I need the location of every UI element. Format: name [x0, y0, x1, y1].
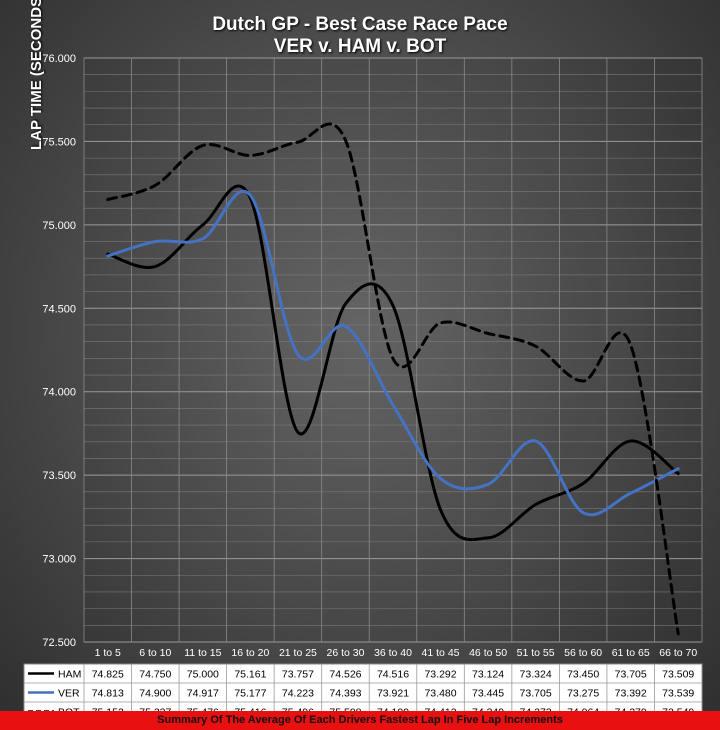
- series-line-bot: [106, 122, 680, 636]
- data-label-ham: 73.124: [472, 669, 504, 681]
- data-label-ver: 73.921: [377, 688, 409, 700]
- legend-entry-ver: VER: [58, 688, 80, 700]
- data-label-ham: 74.526: [329, 669, 361, 681]
- data-label-ver: 74.917: [187, 688, 219, 700]
- y-tick-label: 73.000: [42, 554, 76, 566]
- x-tick-label: 41 to 45: [422, 647, 460, 659]
- x-tick-label: 66 to 70: [659, 647, 697, 659]
- chart-subtitle: VER v. HAM v. BOT: [273, 36, 447, 57]
- data-label-ham: 73.705: [615, 669, 647, 681]
- data-label-ham: 75.161: [234, 669, 266, 681]
- y-tick-label: 72.500: [42, 637, 76, 649]
- data-label-bot: 72.549: [662, 707, 694, 712]
- chart-plot: 72.500 73.000 73.500 74.000 74.500 75.000 75.5…: [23, 53, 703, 712]
- data-label-ver: 73.392: [615, 688, 647, 700]
- x-tick-label: 11 to 15: [184, 647, 221, 659]
- x-tick-label: 56 to 60: [564, 647, 602, 659]
- data-label-ver: 74.223: [282, 688, 314, 700]
- data-label-bot: 75.508: [329, 707, 361, 712]
- data-label-ham: 74.750: [139, 669, 171, 681]
- data-label-ver: 74.813: [92, 688, 124, 700]
- data-label-ham: 75.000: [187, 669, 219, 681]
- y-tick-label: 73.500: [42, 470, 76, 482]
- table-body: [23, 663, 703, 711]
- data-label-ver: 75.177: [234, 688, 266, 700]
- data-label-ham: 74.516: [377, 669, 409, 681]
- data-label-bot: 74.349: [472, 707, 504, 712]
- data-label-bot: 75.496: [282, 707, 314, 712]
- plot-area: [84, 58, 702, 642]
- chart-title: Dutch GP - Best Case Race Pace: [212, 14, 508, 35]
- data-label-bot: 75.416: [234, 707, 266, 712]
- data-label-ham: 73.757: [282, 669, 314, 681]
- data-label-bot: 75.476: [187, 707, 219, 712]
- x-tick-label: 16 to 20: [231, 647, 269, 659]
- data-label-ver: 74.900: [139, 688, 171, 700]
- x-tick-label: 36 to 40: [374, 647, 412, 659]
- x-tick-label: 51 to 55: [517, 647, 555, 659]
- data-label-ver: 73.445: [472, 688, 504, 700]
- y-tick-label: 74.500: [42, 303, 76, 315]
- x-tick-label: 26 to 30: [326, 647, 364, 659]
- x-tick-label: 21 to 25: [279, 647, 317, 659]
- data-label-ham: 73.324: [520, 669, 552, 681]
- data-label-ver: 73.539: [662, 688, 694, 700]
- data-label-ver: 74.393: [329, 688, 361, 700]
- x-tick-label: 46 to 50: [469, 647, 507, 659]
- data-label-ver: 73.275: [567, 688, 599, 700]
- data-table: 1 to 5 6 to 10 11 to 15 16 to 20 21 to 25 26 …: [23, 647, 703, 712]
- x-tick-label: 1 to 5: [95, 647, 121, 659]
- x-tick-label: 6 to 10: [139, 647, 171, 659]
- y-tick-label: 75.500: [42, 136, 76, 148]
- data-label-ver: 73.480: [424, 688, 456, 700]
- data-label-bot: 74.273: [520, 707, 552, 712]
- data-label-bot: 74.279: [615, 707, 647, 712]
- y-tick-label: 75.000: [42, 220, 76, 232]
- data-label-ham: 73.450: [567, 669, 599, 681]
- legend-entry-ham: HAM: [58, 669, 81, 681]
- data-label-ham: 74.825: [92, 669, 124, 681]
- y-tick-label: 74.000: [42, 387, 76, 399]
- data-label-bot: 74.412: [424, 707, 456, 712]
- data-label-bot: 74.199: [377, 707, 409, 712]
- y-tick-label: 76.000: [42, 53, 76, 65]
- data-label-bot: 75.237: [139, 707, 171, 712]
- footer-caption: Summary Of The Average Of Each Drivers F…: [0, 711, 720, 730]
- x-tick-label: 61 to 65: [612, 647, 650, 659]
- data-label-ham: 73.292: [424, 669, 456, 681]
- data-label-ham: 73.509: [662, 669, 694, 681]
- data-label-ver: 73.705: [520, 688, 552, 700]
- data-label-bot: 75.152: [92, 707, 124, 712]
- legend-entry-bot: BOT: [58, 707, 80, 712]
- data-label-bot: 74.064: [567, 707, 599, 712]
- grid-lines: [83, 57, 703, 643]
- series-line-ver: [106, 190, 680, 517]
